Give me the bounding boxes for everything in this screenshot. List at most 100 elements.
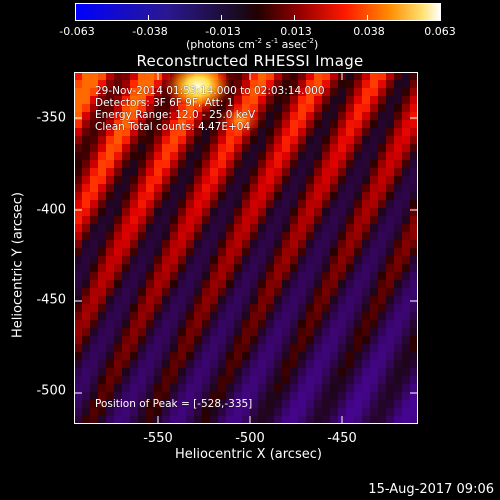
image-pixel: [186, 400, 194, 408]
image-pixel: [154, 400, 162, 408]
image-pixel: [122, 264, 130, 272]
image-pixel: [354, 256, 362, 264]
image-pixel: [298, 80, 306, 88]
image-pixel: [258, 288, 266, 296]
image-pixel: [170, 192, 178, 200]
image-pixel: [394, 264, 402, 272]
image-pixel: [234, 360, 242, 368]
image-pixel: [370, 352, 378, 360]
image-pixel: [74, 208, 82, 216]
image-pixel: [194, 408, 202, 416]
image-pixel: [234, 72, 242, 80]
image-pixel: [202, 320, 210, 328]
image-pixel: [138, 152, 146, 160]
image-pixel: [178, 336, 186, 344]
image-pixel: [322, 168, 330, 176]
image-pixel: [306, 400, 314, 408]
image-pixel: [122, 328, 130, 336]
image-pixel: [122, 232, 130, 240]
image-pixel: [258, 360, 266, 368]
image-pixel: [274, 96, 282, 104]
image-pixel: [74, 368, 82, 376]
image-pixel: [98, 144, 106, 152]
image-pixel: [322, 136, 330, 144]
image-pixel: [202, 296, 210, 304]
image-pixel: [394, 304, 402, 312]
image-pixel: [410, 336, 418, 344]
image-pixel: [338, 264, 346, 272]
image-pixel: [330, 392, 338, 400]
image-pixel: [290, 368, 298, 376]
image-pixel: [386, 88, 394, 96]
colorbar-tick: -0.038: [132, 25, 168, 38]
image-pixel: [130, 144, 138, 152]
image-pixel: [298, 248, 306, 256]
image-pixel: [338, 80, 346, 88]
image-pixel: [266, 272, 274, 280]
image-pixel: [410, 80, 418, 88]
image-pixel: [170, 216, 178, 224]
image-pixel: [114, 144, 122, 152]
image-pixel: [338, 384, 346, 392]
image-pixel: [338, 320, 346, 328]
image-pixel: [298, 184, 306, 192]
image-pixel: [154, 184, 162, 192]
image-pixel: [106, 296, 114, 304]
image-pixel: [146, 240, 154, 248]
image-pixel: [290, 336, 298, 344]
image-pixel: [170, 168, 178, 176]
image-pixel: [170, 112, 178, 120]
image-pixel: [258, 376, 266, 384]
image-pixel: [74, 400, 82, 408]
image-pixel: [114, 216, 122, 224]
image-pixel: [194, 240, 202, 248]
image-pixel: [226, 264, 234, 272]
image-pixel: [242, 368, 250, 376]
image-pixel: [282, 208, 290, 216]
image-pixel: [266, 224, 274, 232]
image-pixel: [130, 192, 138, 200]
image-pixel: [210, 296, 218, 304]
image-pixel: [122, 208, 130, 216]
image-pixel: [290, 264, 298, 272]
image-pixel: [138, 280, 146, 288]
image-pixel: [354, 384, 362, 392]
image-pixel: [394, 224, 402, 232]
image-pixel: [370, 296, 378, 304]
image-pixel: [346, 392, 354, 400]
image-pixel: [130, 80, 138, 88]
image-pixel: [346, 120, 354, 128]
image-pixel: [162, 296, 170, 304]
image-pixel: [114, 128, 122, 136]
image-pixel: [362, 384, 370, 392]
image-pixel: [306, 88, 314, 96]
image-pixel: [90, 320, 98, 328]
image-pixel: [282, 264, 290, 272]
image-pixel: [346, 256, 354, 264]
image-pixel: [370, 320, 378, 328]
image-pixel: [218, 152, 226, 160]
image-pixel: [234, 232, 242, 240]
image-pixel: [266, 320, 274, 328]
image-pixel: [138, 168, 146, 176]
image-pixel: [330, 336, 338, 344]
image-pixel: [402, 400, 410, 408]
image-pixel: [298, 336, 306, 344]
image-pixel: [106, 392, 114, 400]
image-pixel: [290, 360, 298, 368]
image-pixel: [90, 256, 98, 264]
image-pixel: [410, 416, 418, 424]
image-pixel: [330, 184, 338, 192]
image-pixel: [74, 216, 82, 224]
image-pixel: [98, 224, 106, 232]
image-pixel: [402, 264, 410, 272]
image-pixel: [402, 328, 410, 336]
image-pixel: [282, 88, 290, 96]
image-pixel: [386, 264, 394, 272]
image-pixel: [282, 344, 290, 352]
image-pixel: [98, 248, 106, 256]
image-pixel: [410, 192, 418, 200]
image-pixel: [274, 320, 282, 328]
image-pixel: [74, 248, 82, 256]
image-pixel: [314, 312, 322, 320]
